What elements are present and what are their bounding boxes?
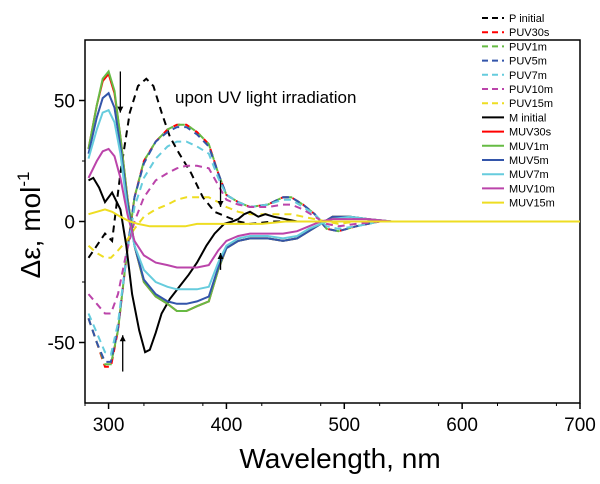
chart-annotation: upon UV light irradiation [175,88,356,107]
y-axis-label-superscript: -1 [14,172,33,187]
legend-label: PUV15m [509,98,553,110]
legend-label: MUV5m [509,155,549,167]
x-tick-label: 300 [93,415,125,436]
legend-item-muv30s: MUV30s [482,127,552,139]
legend-label: MUV7m [509,169,549,181]
svg-text:Δε, mol-1: Δε, mol-1 [14,172,46,279]
legend-item-muv7m: MUV7m [482,169,549,181]
legend-label: MUV15m [509,198,555,210]
legend-item-puv10m: PUV10m [482,84,553,96]
series-line-muv15m [88,208,580,228]
series-line-p-initial [87,77,580,259]
legend-label: MUV10m [509,183,555,195]
legend-item-puv5m: PUV5m [482,56,547,68]
legend: P initial PUV30s PUV1m PUV5m PUV7m PUV10m PUV1… [482,13,555,210]
trend-arrow [117,71,124,113]
series-line-muv1m [87,69,580,312]
legend-label: MUV30s [509,127,552,139]
series-line-puv15m [87,196,580,259]
series-line-puv5m [87,126,580,363]
x-tick-label: 400 [211,415,243,436]
trend-arrow [217,180,224,207]
y-tick-label: 50 [54,92,75,113]
legend-item-m-initial: M initial [482,112,546,124]
legend-label: PUV5m [509,56,547,68]
series-line-muv30s [87,71,580,312]
x-tick-label: 700 [564,415,596,436]
legend-label: PUV30s [509,27,550,39]
trend-arrow [119,335,126,372]
legend-item-muv1m: MUV1m [482,141,549,153]
y-axis-label: Δε, mol [15,187,46,279]
axes-layer: 300 400 500 600 700 -50 0 50 [48,92,596,437]
series-line-puv1m [87,123,580,366]
legend-item-puv7m: PUV7m [482,70,547,82]
y-tick-label: 0 [64,213,75,234]
legend-item-muv15m: MUV15m [482,198,555,210]
legend-item-muv10m: MUV10m [482,183,555,195]
series-line-muv7m [87,108,580,291]
series-line-puv30s [87,123,580,368]
legend-label: M initial [509,112,546,124]
legend-label: MUV1m [509,141,549,153]
legend-label: PUV10m [509,84,553,96]
series-layer [87,69,580,368]
legend-label: PUV1m [509,41,547,53]
y-axis-title: Δε, mol-1 [14,172,46,279]
series-line-puv10m [87,164,580,315]
x-tick-label: 500 [328,415,360,436]
series-line-puv7m [87,140,580,356]
series-line-muv5m [87,91,580,305]
trend-arrow [217,252,224,270]
legend-label: PUV7m [509,70,547,82]
x-tick-label: 600 [446,415,478,436]
legend-item-puv30s: PUV30s [482,27,550,39]
legend-item-p-initial: P initial [482,13,544,25]
x-axis-label: Wavelength, nm [239,443,440,474]
annotation-layer: upon UV light irradiation [117,71,356,372]
series-line-muv10m [87,147,580,269]
y-tick-label: -50 [48,334,75,355]
legend-item-puv15m: PUV15m [482,98,553,110]
legend-label: P initial [509,13,544,25]
series-line-m-initial [88,176,580,354]
legend-item-puv1m: PUV1m [482,41,547,53]
legend-item-muv5m: MUV5m [482,155,549,167]
